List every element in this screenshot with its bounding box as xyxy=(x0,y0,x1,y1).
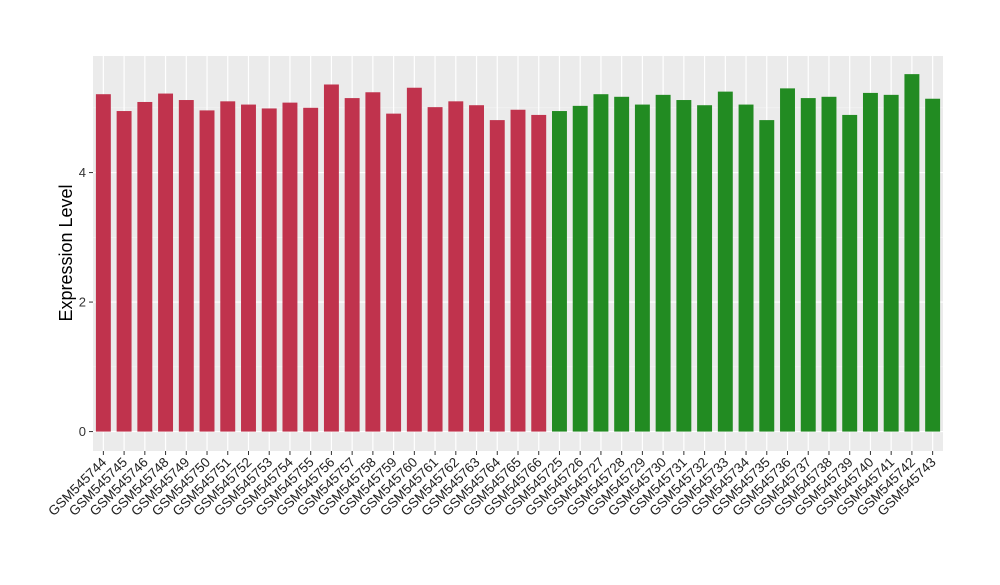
bar-gsm545726 xyxy=(572,105,588,432)
y-axis-label: Expression Level xyxy=(56,184,76,321)
bar-gsm545765 xyxy=(510,109,526,432)
bar-gsm545762 xyxy=(448,101,464,432)
bar-gsm545733 xyxy=(717,91,733,432)
bar-gsm545745 xyxy=(116,111,132,432)
bar-gsm545759 xyxy=(386,113,402,432)
bar-gsm545754 xyxy=(282,102,298,432)
bar-gsm545732 xyxy=(697,105,713,432)
bar-gsm545737 xyxy=(800,98,816,432)
bar-gsm545748 xyxy=(158,93,174,432)
bar-gsm545764 xyxy=(489,120,505,432)
bar-gsm545755 xyxy=(303,107,319,432)
bar-gsm545739 xyxy=(842,114,858,432)
x-axis: GSM545744GSM545745GSM545746GSM545748GSM5… xyxy=(45,451,939,519)
y-axis: 0 2 4 xyxy=(79,165,93,439)
bar-gsm545734 xyxy=(738,104,754,432)
bar-gsm545760 xyxy=(406,87,422,432)
bar-gsm545758 xyxy=(365,92,381,432)
bar-gsm545736 xyxy=(780,88,795,432)
bar-gsm545727 xyxy=(593,94,609,432)
bar-gsm545751 xyxy=(220,101,236,432)
bar-gsm545752 xyxy=(241,104,256,432)
bar-gsm545735 xyxy=(759,120,775,432)
bar-gsm545740 xyxy=(862,92,878,432)
bar-gsm545728 xyxy=(614,96,630,432)
y-tick-label: 0 xyxy=(79,424,86,439)
bar-gsm545743 xyxy=(925,98,941,432)
bar-gsm545766 xyxy=(531,114,547,432)
bar-gsm545746 xyxy=(137,101,153,432)
bar-gsm545753 xyxy=(261,108,277,432)
bar-gsm545725 xyxy=(552,111,567,432)
bar-gsm545744 xyxy=(95,94,111,432)
bar-gsm545750 xyxy=(199,110,215,432)
bar-gsm545756 xyxy=(323,84,339,432)
bar-gsm545749 xyxy=(178,100,194,432)
bar-gsm545731 xyxy=(676,100,692,432)
bar-gsm545730 xyxy=(655,94,671,432)
bar-gsm545757 xyxy=(344,98,360,432)
bar-gsm545742 xyxy=(904,74,920,432)
bar-gsm545741 xyxy=(883,94,899,432)
bar-gsm545761 xyxy=(427,107,443,432)
y-tick-label: 4 xyxy=(79,165,86,180)
bar-gsm545729 xyxy=(634,104,650,432)
bars-layer xyxy=(95,74,941,432)
y-tick-label: 2 xyxy=(79,295,86,310)
bar-gsm545763 xyxy=(469,105,484,432)
bar-gsm545738 xyxy=(821,96,837,432)
